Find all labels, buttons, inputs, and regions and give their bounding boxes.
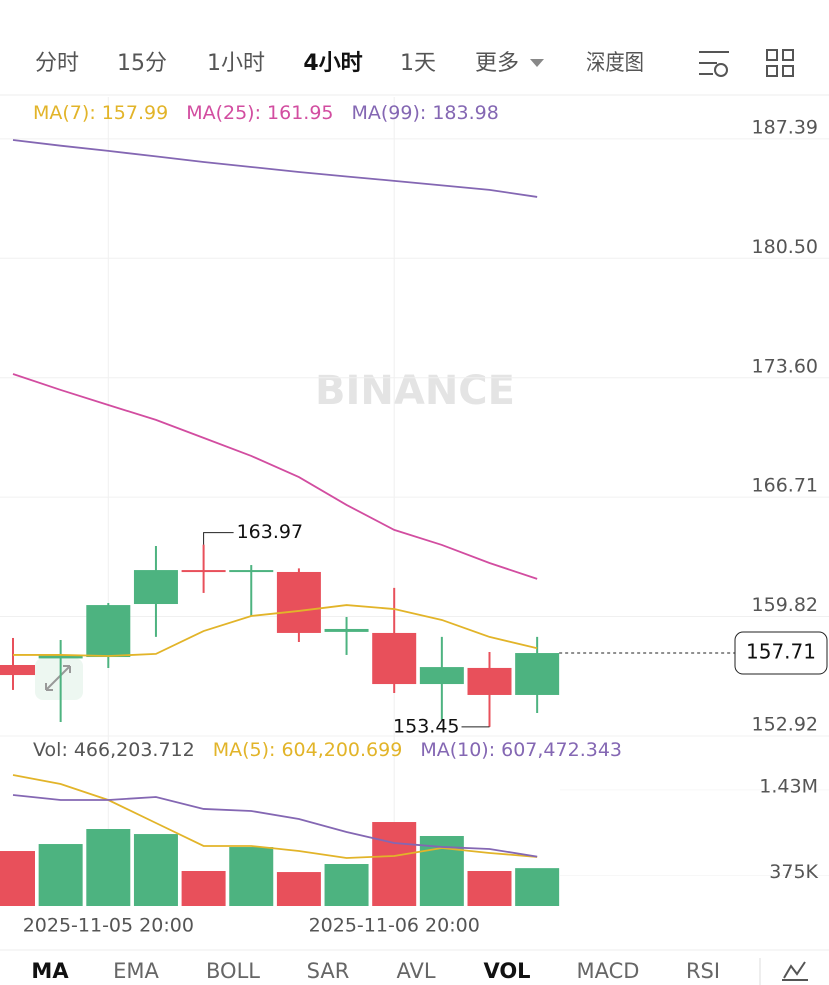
time-tab[interactable]: 1天 [400,51,436,76]
high-pointer [203,532,234,545]
time-tab[interactable]: 15分 [117,51,167,76]
volume-bar [38,844,83,906]
settings-icon[interactable] [699,51,729,77]
volume-bar [515,868,560,906]
time-tab[interactable]: 1小时 [207,51,265,76]
time-tab[interactable]: 深度图 [586,51,644,76]
legend-name: MA(99) [352,102,433,124]
legend-item: MA(5)604,200.699 [213,739,403,761]
y-tick-label: 1.43M [759,775,818,797]
candle-body [86,605,131,658]
ma-line [12,373,538,580]
candle-body [229,570,274,573]
volume-bar [181,870,226,906]
candle-body [276,571,321,633]
candle-body [467,667,512,695]
y-tick-label: 375K [769,861,818,883]
candle-body [181,570,226,573]
legend-value: 183.98 [432,102,499,124]
y-tick-label: 187.39 [752,116,818,138]
candle-body [133,570,178,605]
volume-bar [467,870,512,906]
indicator-tab[interactable]: VOL [483,959,530,983]
legend-value: 157.99 [101,102,169,124]
indicator-tab[interactable]: SAR [307,959,350,983]
volume-bar [372,822,417,906]
volume-bar [324,864,369,906]
legend-item: MA(7)157.99 [33,102,168,124]
legend-item: Vol466,203.712 [33,739,195,761]
volume-bar [229,847,274,906]
dropdown-arrow [530,59,544,67]
indicator-tab[interactable]: BOLL [206,959,260,983]
x-tick-label: 2025-11-05 20:00 [23,915,194,937]
time-tab[interactable]: 分时 [35,51,79,76]
legend-name: MA(10) [420,739,501,761]
y-tick-label: 152.92 [752,714,818,736]
y-tick-label: 173.60 [752,355,818,377]
indicator-tab[interactable]: AVL [396,959,435,983]
legend-value: 604,200.699 [281,739,403,761]
candle-body [324,628,369,632]
legend-name: MA(25) [186,102,267,124]
ma-legend: MA(7)157.99 MA(25)161.95 MA(99)183.98 [33,102,499,124]
legend-item: MA(99)183.98 [352,102,499,124]
candle-body [419,667,464,685]
high-label: 163.97 [237,521,303,543]
legend-item: MA(25)161.95 [186,102,333,124]
last-price-box [734,631,828,675]
layout-icon[interactable] [766,49,794,77]
time-tab[interactable]: 更多 [475,51,519,76]
y-tick-label: 166.71 [752,475,818,497]
volume-legend: Vol466,203.712 MA(5)604,200.699 MA(10)607,… [33,739,622,761]
x-tick-label: 2025-11-06 20:00 [309,915,480,937]
last-price-label: 157.71 [746,640,816,664]
volume-bar [0,851,35,906]
indicator-tab[interactable]: MA [31,959,69,983]
candle-body [515,653,560,695]
ma-line [12,774,538,859]
legend-value: 466,203.712 [73,739,195,761]
legend-name: MA(5) [213,739,282,761]
candle-body [372,632,417,685]
time-tab[interactable]: 4小时 [303,51,362,76]
indicator-tab[interactable]: RSI [686,959,720,983]
candle-body [0,664,35,676]
indicator-tab[interactable]: EMA [113,959,159,983]
indicator-tab[interactable]: MACD [577,959,640,983]
legend-name: Vol [33,739,74,761]
candle-body [38,654,83,659]
volume-bar [86,829,131,906]
legend-value: 607,472.343 [501,739,622,761]
ma-line [12,139,538,198]
ma-line [13,604,538,657]
ma-line [12,794,538,858]
drawing-icon[interactable] [782,961,808,981]
volume-bar [133,834,178,906]
legend-name: MA(7) [33,102,102,124]
expand-button[interactable] [35,658,83,700]
volume-bar [276,872,321,906]
legend-item: MA(10)607,472.343 [420,739,622,761]
watermark: BINANCE [315,368,515,414]
low-label: 153.45 [393,715,459,737]
y-tick-label: 180.50 [752,236,818,258]
legend-value: 161.95 [267,102,334,124]
y-tick-label: 159.82 [752,594,818,616]
